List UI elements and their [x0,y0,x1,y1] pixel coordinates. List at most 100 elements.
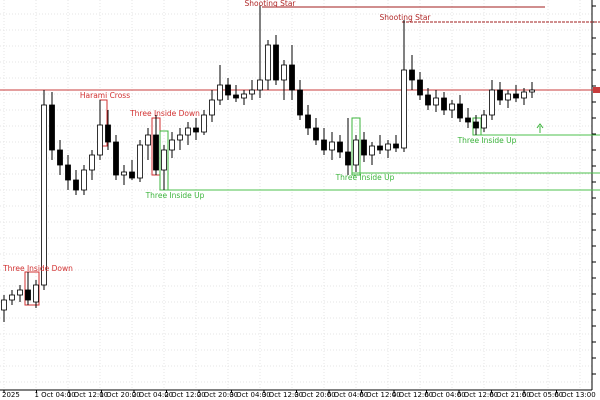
candle-body [441,97,447,111]
candle-body [113,141,119,176]
candle-body [145,134,151,146]
candle-body [49,104,55,151]
x-tick-label: 3 Oct 04:00 [230,391,271,399]
x-tick-label: 2 Oct 20:00 [197,391,238,399]
candle-body [449,103,455,111]
x-tick-label: 1 Oct 04:00 [35,391,76,399]
candle-body [281,64,287,81]
candle-body [321,139,327,151]
x-tick-label: 2025 [2,391,20,399]
candle-body [209,99,215,116]
candle-body [273,44,279,81]
candle-body [241,93,247,99]
annotation: Three Inside Down [2,264,73,273]
annotation: Three Inside Down [129,109,200,118]
x-tick-label: 3 Oct 12:00 [262,391,303,399]
candle-body [505,93,511,101]
candle-body [433,97,439,106]
candle-body [529,89,535,93]
candle-body [57,149,63,166]
candle-body [33,284,39,303]
candle-body [313,127,319,141]
candle-body [305,114,311,129]
candle-body [41,104,47,286]
candle-body [249,89,255,95]
candle-body [497,89,503,101]
candle-body [401,69,407,149]
candle-body [265,44,271,81]
x-tick-label: 6 Oct 05:00 [522,391,563,399]
pattern-box [351,117,361,176]
candle-body [337,141,343,153]
grid [0,0,592,390]
annotation: Harami Cross [80,91,130,100]
candle-body [217,84,223,101]
candle-body [361,139,367,156]
x-tick-label: 6 Oct 12:00 [360,391,401,399]
candle-body [169,139,175,151]
x-tick-label: 3 Oct 20:00 [295,391,336,399]
annotation: Shooting Star [380,13,432,22]
candle-body [473,121,479,129]
candle-body [289,64,295,91]
candle-body [329,141,335,151]
candle-body [153,134,159,171]
candle-body [465,117,471,123]
candle-body [137,144,143,179]
candle-body [89,154,95,171]
candle-body [97,124,103,156]
annotation: Three Inside Up [335,173,395,182]
annotation: Three Inside Up [457,136,517,145]
candle-body [345,151,351,166]
candle-body [297,89,303,116]
candle-body [409,69,415,81]
candle-body [81,169,87,191]
x-tick-label: 6 Oct 13:00 [555,391,596,399]
candle-body [257,79,263,91]
price-marker [593,87,600,93]
candle-body [1,299,7,311]
x-tick-label: 2 Oct 12:00 [165,391,206,399]
candle-body [369,145,375,156]
candle-body [417,79,423,96]
candle-body [105,124,111,143]
x-tick-label: 4 Oct 12:00 [392,391,433,399]
x-tick-label: 6 Oct 12:00 [457,391,498,399]
candle-body [489,89,495,116]
candle-body [521,91,527,99]
candle-body [129,171,135,179]
candle-body [385,143,391,151]
candle-body [121,171,127,176]
x-tick-label: 2 Oct 04:00 [132,391,173,399]
candle-body [457,103,463,119]
x-tick-label: 6 Oct 04:00 [327,391,368,399]
candle-body [481,114,487,129]
annotation: Shooting Star [245,0,297,8]
candle-body [65,164,71,181]
candle-body [25,289,31,301]
candle-body [161,149,167,171]
x-tick-label: 1 Oct 12:00 [67,391,108,399]
candle-body [201,114,207,133]
x-tick-label: 6 Oct 21:00 [490,391,531,399]
candle-body [353,139,359,166]
candle-body [17,289,23,296]
candle-body [73,179,79,191]
annotation: Three Inside Up [145,191,205,200]
candle-body [225,84,231,96]
candle-body [233,94,239,99]
candle-body [185,127,191,136]
candle-body [393,143,399,149]
up-arrow [536,123,544,133]
x-tick-label: 1 Oct 20:00 [100,391,141,399]
pattern-box [24,271,40,306]
candle-body [9,294,15,301]
x-tick-label: 6 Oct 04:00 [425,391,466,399]
candle-body [193,127,199,133]
candle-body [377,145,383,151]
candle-body [177,134,183,141]
candle-body [425,94,431,106]
candle-body [513,93,519,99]
